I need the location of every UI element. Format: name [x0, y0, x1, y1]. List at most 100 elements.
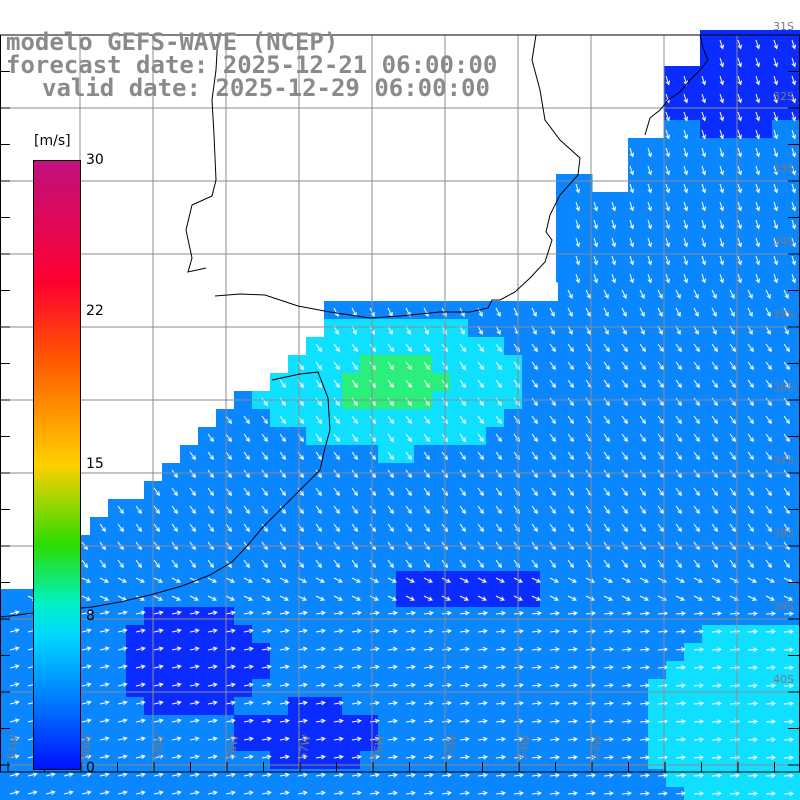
wind-speed-cell [378, 463, 397, 482]
wind-arrow [531, 700, 542, 706]
wind-arrow [315, 505, 322, 515]
wind-speed-cell [234, 571, 253, 590]
wind-arrow [369, 397, 376, 407]
latitude-label: 36S [773, 381, 794, 394]
wind-speed-cell [270, 409, 289, 428]
wind-speed-cell [792, 535, 800, 554]
wind-speed-cell [342, 481, 361, 500]
wind-speed-cell [216, 589, 235, 608]
wind-arrow [621, 595, 631, 601]
wind-arrow [693, 415, 700, 425]
wind-arrow [755, 237, 761, 248]
wind-arrow [765, 719, 777, 725]
wind-speed-cell [108, 589, 127, 608]
wind-speed-cell [702, 787, 721, 800]
wind-arrow [243, 451, 250, 461]
wind-speed-cell [216, 697, 235, 716]
wind-arrow [783, 791, 795, 797]
wind-speed-cell [540, 625, 559, 644]
wind-arrow [683, 147, 689, 158]
wind-arrow [585, 701, 596, 706]
wind-arrow [369, 682, 380, 688]
wind-speed-cell [684, 445, 703, 464]
wind-speed-cell [306, 571, 325, 590]
wind-arrow [765, 487, 772, 497]
wind-speed-cell [720, 643, 739, 662]
wind-arrow [621, 701, 632, 706]
wind-speed-cell [666, 499, 685, 518]
wind-arrow [423, 469, 430, 479]
wind-speed-cell [648, 589, 667, 608]
wind-speed-cell [558, 769, 577, 788]
wind-arrow [621, 433, 628, 443]
wind-speed-cell [378, 679, 397, 698]
wind-speed-cell [684, 679, 703, 698]
wind-arrow [765, 289, 771, 299]
wind-speed-cell [468, 787, 487, 800]
wind-speed-cell [720, 787, 739, 800]
wind-arrow [261, 433, 268, 443]
wind-arrow [405, 736, 416, 742]
wind-arrow [621, 451, 628, 461]
wind-arrow [369, 772, 380, 778]
wind-arrow [315, 451, 322, 461]
wind-arrow [567, 343, 574, 353]
wind-arrow [369, 628, 380, 634]
wind-arrow [315, 361, 322, 371]
wind-speed-cell [0, 787, 19, 800]
wind-arrow [621, 307, 627, 317]
wind-arrow [657, 379, 664, 389]
wind-arrow [657, 307, 663, 317]
wind-speed-cell [522, 445, 541, 464]
wind-arrow [9, 628, 20, 633]
wind-arrow [621, 415, 628, 425]
wind-arrow [719, 183, 725, 194]
wind-speed-cell [792, 571, 800, 590]
wind-speed-cell [540, 679, 559, 698]
wind-speed-cell [700, 264, 719, 283]
wind-arrow [675, 433, 682, 443]
wind-speed-cell [522, 535, 541, 554]
wind-arrow [701, 201, 707, 212]
wind-arrow [675, 755, 687, 760]
wind-speed-cell [450, 553, 469, 572]
wind-speed-cell [468, 535, 487, 554]
wind-speed-cell [18, 643, 37, 662]
wind-speed-cell [738, 697, 757, 716]
wind-speed-cell [738, 337, 757, 356]
wind-arrow [531, 361, 538, 371]
wind-arrow [369, 361, 376, 371]
wind-speed-cell [486, 535, 505, 554]
wind-speed-cell [684, 625, 703, 644]
wind-arrow [765, 701, 777, 707]
wind-speed-cell [414, 679, 433, 698]
wind-arrow [153, 628, 164, 634]
wind-speed-cell [756, 553, 775, 572]
wind-arrow [387, 505, 394, 515]
wind-arrow [207, 469, 214, 479]
wind-speed-cell [468, 715, 487, 734]
wind-speed-cell [468, 553, 487, 572]
wind-arrow [477, 469, 484, 479]
wind-speed-cell [738, 355, 757, 374]
wind-arrow [441, 628, 452, 634]
wind-speed-cell [666, 355, 685, 374]
wind-speed-cell [522, 319, 541, 338]
wind-arrow [657, 773, 669, 778]
wind-arrow [765, 577, 775, 583]
wind-speed-cell [738, 319, 757, 338]
wind-arrow [593, 255, 599, 266]
wind-speed-cell [306, 733, 325, 752]
wind-speed-cell [756, 607, 775, 626]
wind-arrow [549, 487, 556, 497]
wind-arrow [765, 559, 772, 569]
wind-arrow [719, 39, 725, 50]
wind-speed-cell [666, 625, 685, 644]
wind-arrow [657, 737, 669, 742]
wind-speed-cell [180, 499, 199, 518]
wind-speed-cell [594, 481, 613, 500]
wind-arrow [711, 451, 718, 461]
wind-speed-cell [558, 463, 577, 482]
wind-arrow [719, 201, 725, 212]
wind-arrow [737, 111, 743, 122]
